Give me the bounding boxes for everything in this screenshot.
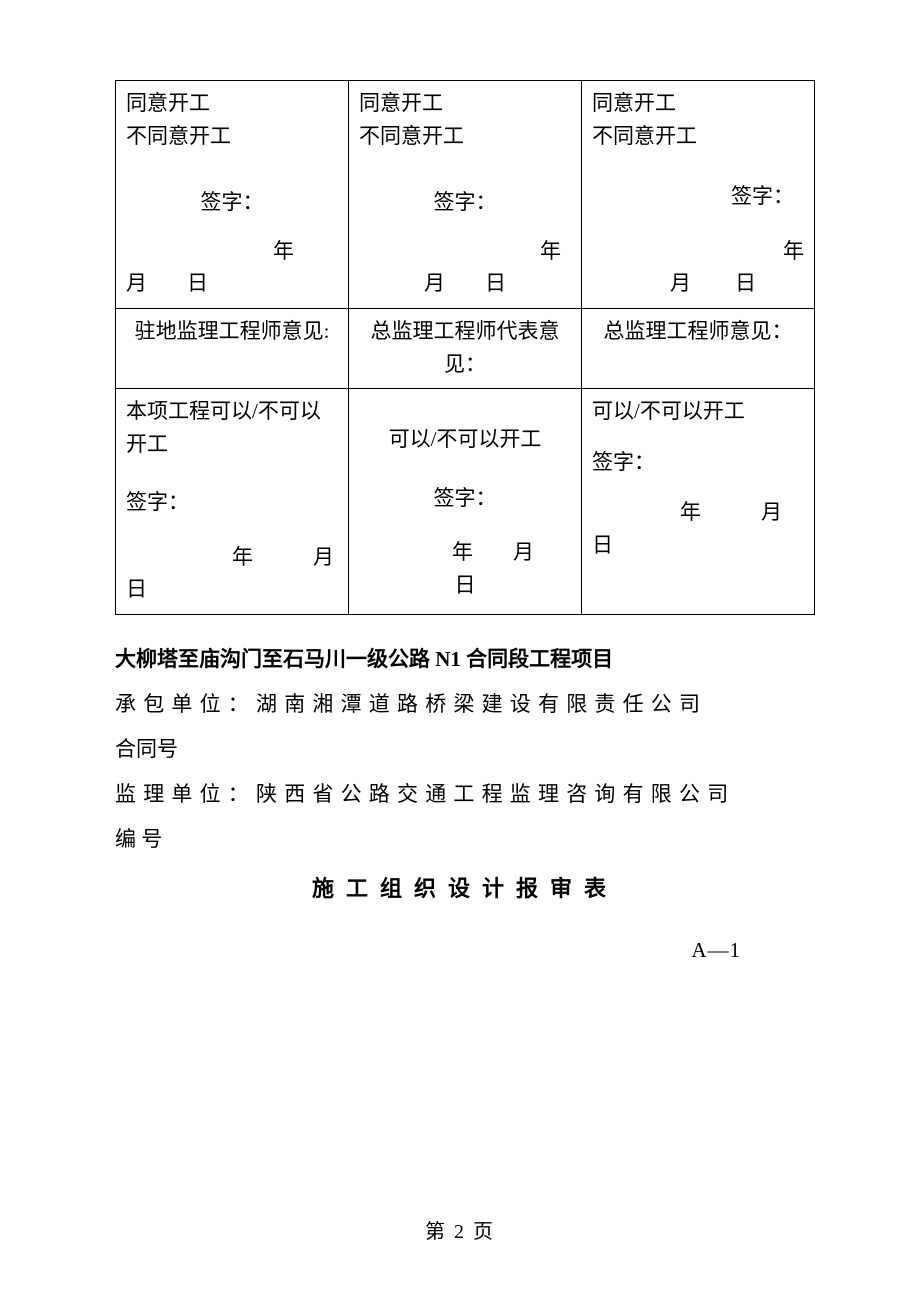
month-label: 月 (670, 271, 691, 295)
signature-label: 签字： (592, 180, 804, 213)
signature-label: 签字： (359, 186, 571, 219)
opinion-header-2: 总监理工程师代表意见： (349, 309, 582, 389)
day-label: 日 (455, 573, 476, 597)
page-footer: 第 2 页 (0, 1215, 920, 1244)
form-title: 施工组织设计报审表 (115, 865, 815, 912)
opinion-text: 可以/不可以开工 (592, 395, 804, 428)
month-label: 月 (313, 545, 334, 569)
signature-label: 签字： (126, 486, 338, 519)
contractor-line: 承包单位：湖南湘潭道路桥梁建设有限责任公司 (115, 682, 815, 727)
opinion-header-3: 总监理工程师意见： (582, 309, 815, 389)
approval-row-3: 本项工程可以/不可以开工 签字： 年月 日 可以/不可以开工 签字： 年月 日 … (116, 389, 815, 615)
year-label: 年 (452, 540, 473, 564)
agree-text: 同意开工 (126, 87, 338, 120)
signature-label: 签字： (592, 446, 804, 479)
approval-cell-1c: 同意开工 不同意开工 签字： 年 月 日 (582, 81, 815, 309)
supervisor-line: 监理单位：陕西省公路交通工程监理咨询有限公司 (115, 772, 815, 817)
opinion-header-1: 驻地监理工程师意见: (116, 309, 349, 389)
day-label: 日 (735, 271, 756, 295)
day-label: 日 (485, 271, 506, 295)
year-label: 年 (783, 239, 804, 263)
month-label: 月 (126, 271, 147, 295)
year-label: 年 (273, 239, 294, 263)
opinion-text: 本项工程可以/不可以开工 (126, 395, 338, 460)
form-code: A—1 (115, 928, 815, 973)
contract-no-label: 合同号 (115, 727, 815, 772)
year-label: 年 (232, 545, 253, 569)
opinion-text: 可以/不可以开工 (359, 423, 571, 456)
day-label: 日 (592, 533, 613, 557)
year-label: 年 (540, 239, 561, 263)
signature-label: 签字： (359, 482, 571, 515)
year-label: 年 (680, 500, 701, 524)
opinion-cell-1: 本项工程可以/不可以开工 签字： 年 月 日 (116, 389, 349, 615)
agree-text: 同意开工 (592, 87, 804, 120)
agree-text: 同意开工 (359, 87, 571, 120)
disagree-text: 不同意开工 (126, 120, 338, 153)
opinion-cell-2: 可以/不可以开工 签字： 年 月 日 (349, 389, 582, 615)
day-label: 日 (126, 577, 147, 601)
approval-row-2: 驻地监理工程师意见: 总监理工程师代表意见： 总监理工程师意见： (116, 309, 815, 389)
approval-cell-1b: 同意开工 不同意开工 签字： 年 月 日 (349, 81, 582, 309)
disagree-text: 不同意开工 (592, 120, 804, 153)
serial-label: 编 号 (115, 817, 815, 862)
opinion-cell-3: 可以/不可以开工 签字： 年 月 日 (582, 389, 815, 615)
approval-table: 同意开工 不同意开工 签字： 年 月日 同意开工 不同意开工 (115, 80, 815, 615)
month-label: 月 (424, 271, 445, 295)
project-title: 大柳塔至庙沟门至石马川一级公路 N1 合同段工程项目 (115, 637, 815, 682)
month-label: 月 (513, 540, 534, 564)
project-info-block: 大柳塔至庙沟门至石马川一级公路 N1 合同段工程项目 承包单位：湖南湘潭道路桥梁… (115, 637, 815, 973)
day-label: 日 (187, 271, 208, 295)
month-label: 月 (761, 500, 782, 524)
disagree-text: 不同意开工 (359, 120, 571, 153)
signature-label: 签字： (126, 186, 338, 219)
page-content: 同意开工 不同意开工 签字： 年 月日 同意开工 不同意开工 (0, 0, 920, 973)
approval-row-1: 同意开工 不同意开工 签字： 年 月 日 同意开工 不同意开工 (116, 81, 815, 309)
approval-cell-1a: 同意开工 不同意开工 签字： 年 月 日 (116, 81, 349, 309)
